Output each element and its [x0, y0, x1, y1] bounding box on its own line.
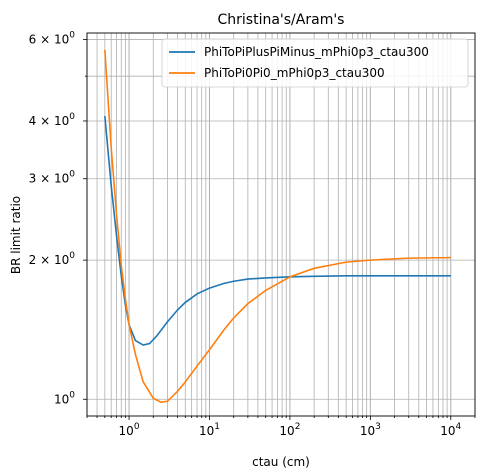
legend-label-1: PhiToPiPlusPiMinus_mPhi0p3_ctau300: [204, 45, 429, 59]
axis-ticks: 100 101 102 103 104 100 2 × 100 3 × 100 4 × 100 6…: [29, 31, 476, 438]
legend-box: [161, 38, 469, 88]
y-tick-label: 100: [54, 390, 75, 406]
x-tick-label: 103: [360, 422, 381, 438]
chart-title: Christina's/Aram's: [218, 12, 345, 28]
grid-lines: [86, 33, 476, 416]
x-axis-label: ctau (cm): [252, 455, 310, 469]
x-tick-label: 104: [440, 422, 461, 438]
y-tick-label: 4 × 100: [29, 112, 76, 128]
x-tick-label: 102: [279, 422, 300, 438]
legend: PhiToPiPlusPiMinus_mPhi0p3_ctau300 PhiToP…: [161, 38, 469, 88]
axes-frame: [86, 32, 476, 417]
y-tick-label: 6 × 100: [29, 31, 76, 47]
series-line-1: [104, 115, 451, 346]
x-tick-label: 100: [119, 422, 140, 438]
y-tick-label: 2 × 100: [29, 251, 76, 267]
series-line-2: [104, 49, 451, 404]
y-axis-label: BR limit ratio: [9, 196, 23, 274]
legend-label-2: PhiToPi0Pi0_mPhi0p3_ctau300: [204, 66, 385, 80]
plot-frame: [86, 32, 476, 417]
x-tick-label: 101: [199, 422, 220, 438]
y-tick-label: 3 × 100: [29, 170, 76, 186]
series-lines: [104, 49, 451, 404]
